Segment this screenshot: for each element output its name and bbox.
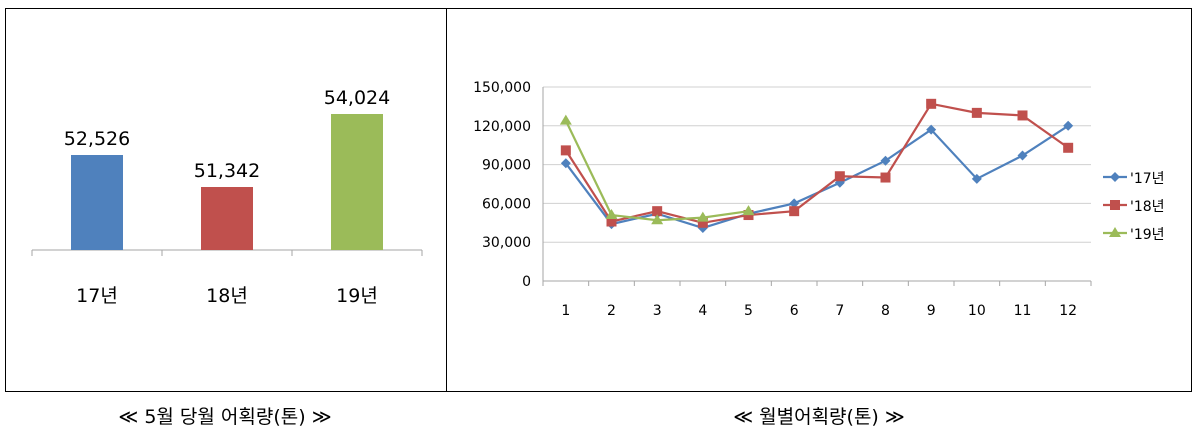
- y-tick-label: 150,000: [473, 80, 531, 96]
- diamond-marker: [560, 158, 571, 169]
- line-chart-caption: ≪ 월별어획량(톤) ≫: [733, 406, 905, 428]
- legend-item: '17년: [1103, 171, 1165, 187]
- x-category-label: 19년: [336, 285, 378, 307]
- square-marker: [926, 98, 937, 109]
- y-tick-label: 90,000: [482, 158, 531, 174]
- x-tick-label: 7: [835, 303, 844, 319]
- x-tick-label: 6: [790, 303, 799, 319]
- legend-label: '18년: [1130, 199, 1165, 215]
- diamond-marker: [1110, 172, 1120, 182]
- x-tick-label: 9: [927, 303, 936, 319]
- legend-label: '17년: [1130, 171, 1165, 187]
- triangle-marker: [696, 211, 709, 222]
- square-marker: [652, 206, 663, 217]
- bar-value-label: 54,024: [324, 87, 390, 109]
- x-category-label: 17년: [76, 285, 118, 307]
- square-marker: [971, 107, 982, 118]
- x-tick-label: 1: [561, 303, 570, 319]
- diamond-marker: [971, 173, 982, 184]
- bar: [331, 114, 383, 250]
- x-tick-label: 5: [744, 303, 753, 319]
- x-tick-label: 12: [1059, 303, 1077, 319]
- square-marker: [880, 172, 891, 183]
- square-marker: [606, 216, 617, 227]
- triangle-marker: [605, 209, 618, 220]
- bar-value-label: 52,526: [64, 128, 130, 150]
- square-marker: [697, 217, 708, 228]
- bar-value-label: 51,342: [194, 160, 260, 182]
- legend-item: '19년: [1103, 227, 1165, 243]
- bar-chart-frame: 52,526 17년 51,342 18년 54,024 19년: [5, 8, 447, 392]
- triangle-marker: [1109, 227, 1121, 237]
- legend-label: '19년: [1130, 227, 1165, 243]
- square-marker: [1017, 110, 1028, 121]
- diamond-marker: [1063, 120, 1074, 131]
- bar: [201, 187, 253, 250]
- square-marker: [789, 206, 800, 217]
- y-tick-label: 30,000: [482, 235, 531, 251]
- bar: [71, 155, 123, 250]
- legend-item: '18년: [1103, 199, 1165, 215]
- bar-chart: 52,526 17년 51,342 18년 54,024 19년: [31, 87, 423, 307]
- x-category-label: 18년: [206, 285, 248, 307]
- line-chart-frame: 0 30,000 60,000 90,000 120,000 150,000 1 2 3 4 5 6 7…: [446, 8, 1192, 392]
- x-tick-label: 4: [698, 303, 707, 319]
- y-tick-label: 0: [522, 274, 531, 290]
- square-marker: [1063, 142, 1074, 153]
- square-marker: [1110, 200, 1120, 210]
- x-tick-label: 8: [881, 303, 890, 319]
- series-line: [560, 98, 1074, 228]
- triangle-marker: [559, 114, 572, 125]
- x-tick-label: 3: [653, 303, 662, 319]
- diamond-marker: [926, 124, 937, 135]
- diamond-marker: [880, 155, 891, 166]
- x-tick-label: 10: [968, 303, 986, 319]
- y-tick-label: 120,000: [473, 119, 531, 135]
- y-tick-label: 60,000: [482, 196, 531, 212]
- triangle-marker: [651, 214, 664, 225]
- diamond-marker: [1017, 150, 1028, 161]
- diamond-marker: [789, 198, 800, 209]
- bar-chart-caption: ≪ 5월 당월 어획량(톤) ≫: [118, 406, 332, 428]
- square-marker: [834, 171, 845, 182]
- square-marker: [560, 145, 571, 156]
- x-tick-label: 2: [607, 303, 616, 319]
- triangle-marker: [742, 205, 755, 216]
- series-line: [559, 114, 755, 225]
- x-tick-label: 11: [1014, 303, 1032, 319]
